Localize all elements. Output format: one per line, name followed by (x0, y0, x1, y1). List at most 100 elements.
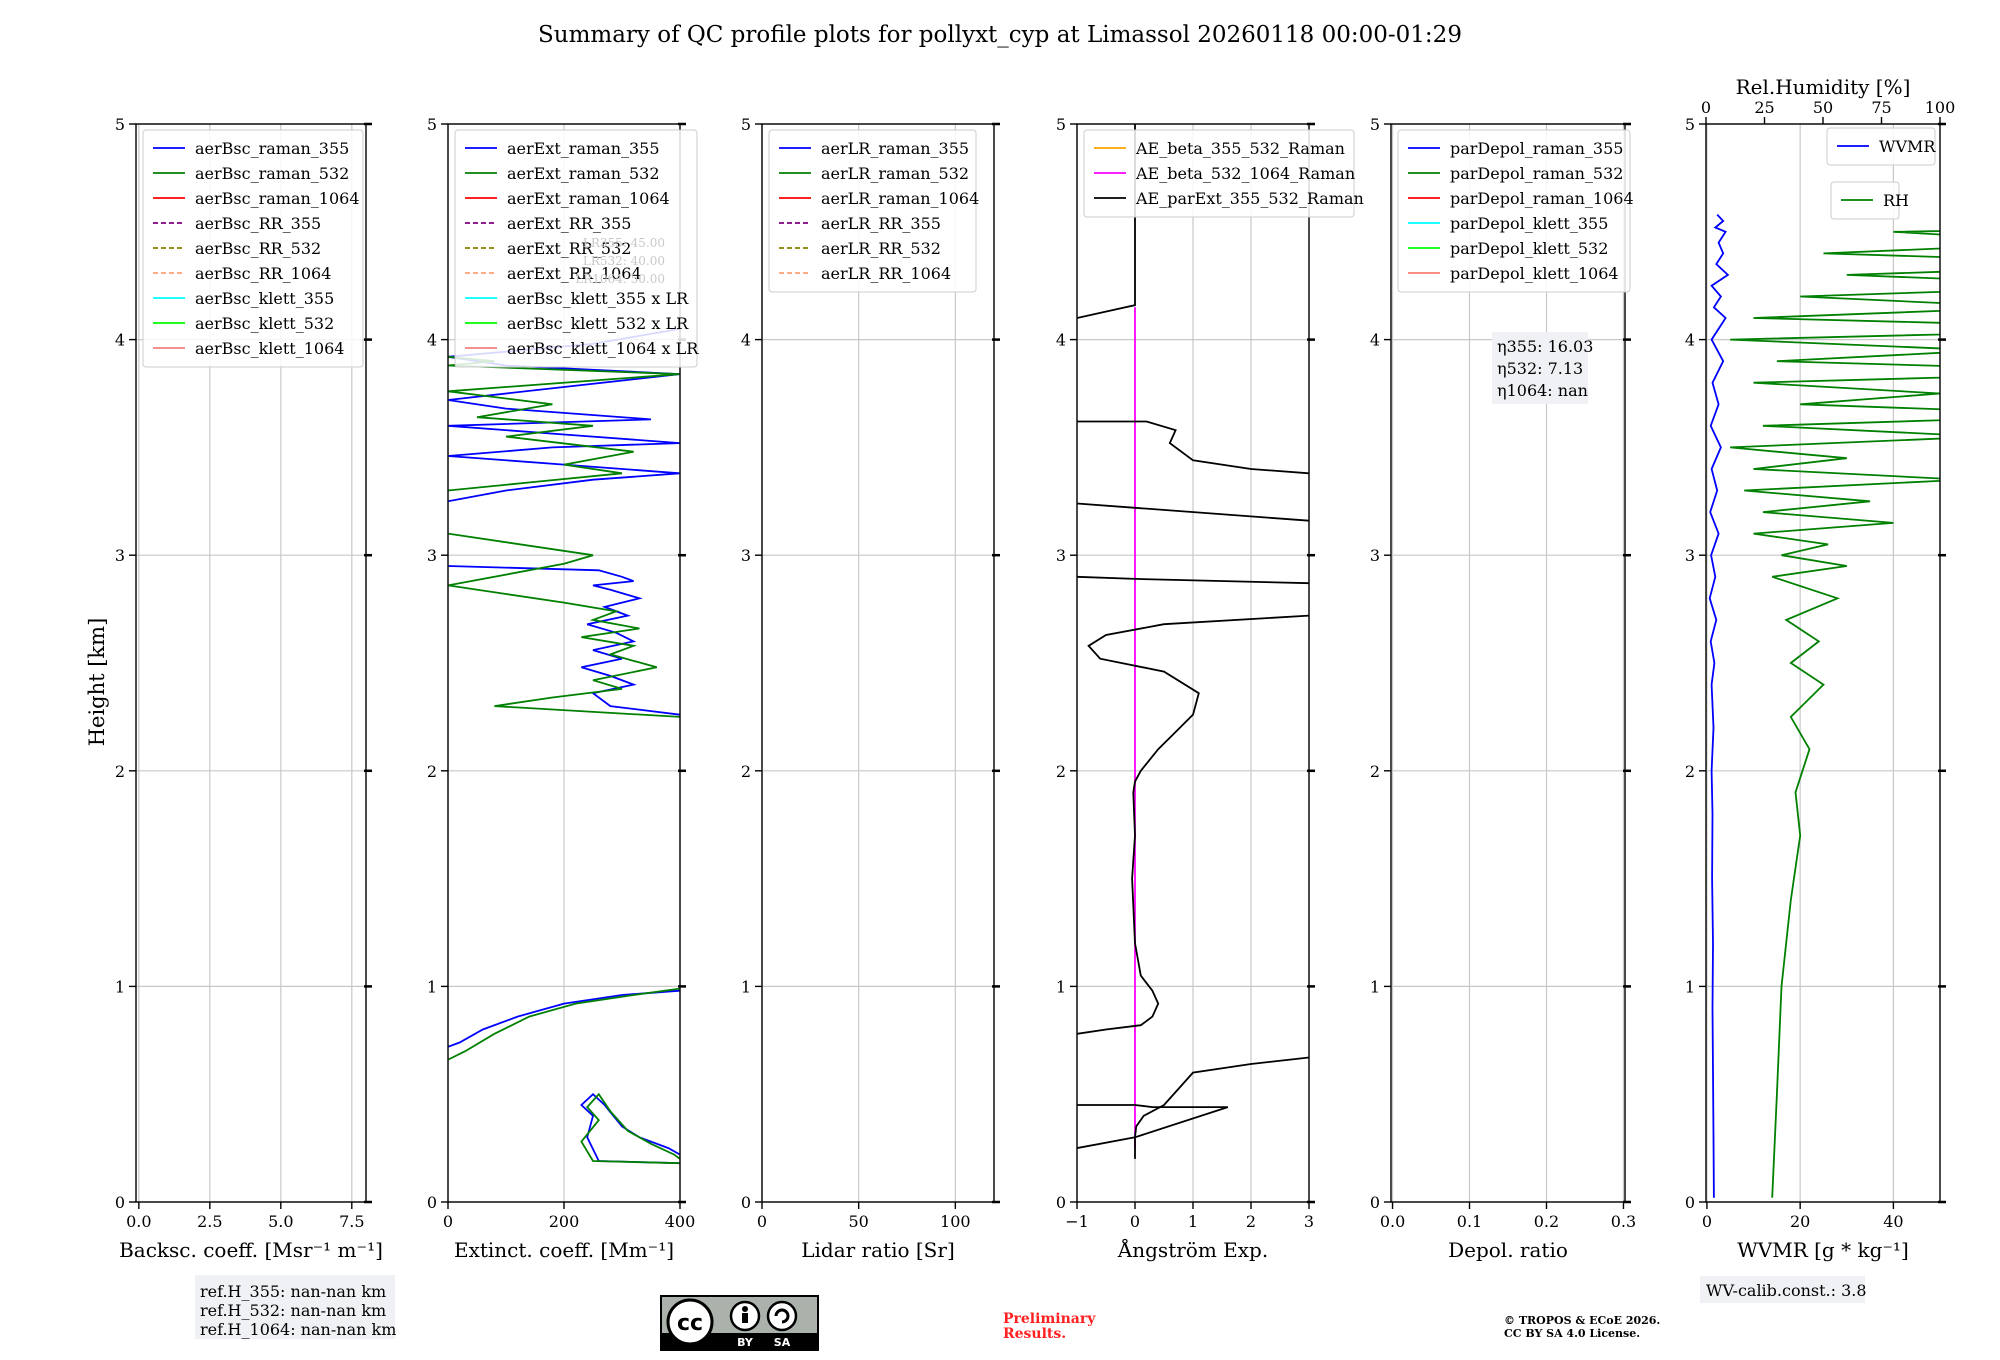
copyright-line-1: © TROPOS & ECoE 2026. (1504, 1314, 1660, 1327)
copyright-line-2: CC BY SA 4.0 License. (1504, 1327, 1640, 1340)
sa-label: SA (774, 1336, 791, 1349)
legend-label-bsc-0: aerBsc_raman_355 (195, 139, 349, 158)
xtick-label-ae-2: 1 (1188, 1212, 1198, 1231)
legend-label-ext-3: aerExt_RR_355 (507, 214, 631, 233)
series-line-aerext-raman-355-c-4 (448, 565, 680, 716)
ref-height-355: ref.H_355: nan-nan km (200, 1282, 386, 1301)
series-line-ae-parext-355-532-raman-d-4 (1077, 575, 1309, 585)
legend-label-ext-6: aerBsc_klett_355 x LR (507, 289, 689, 308)
ytick-label-lr-0: 0 (741, 1193, 751, 1212)
axes-frame-wv (1705, 123, 1941, 1203)
xtick-label-depol-2: 0.2 (1534, 1212, 1559, 1231)
legend-box-ae (1083, 129, 1355, 218)
cc-icon-text: cc (677, 1311, 703, 1336)
legend-label-depol-1: parDepol_raman_532 (1450, 164, 1623, 183)
ytick-label-wv-1: 1 (1685, 977, 1695, 996)
ytick-label-depol-2: 2 (1370, 762, 1380, 781)
legend-label-ae-1: AE_beta_532_1064_Raman (1135, 164, 1355, 183)
by-person-body (742, 1313, 748, 1323)
legend-label-ae-0: AE_beta_355_532_Raman (1135, 139, 1345, 158)
ytick-label-ext-2: 2 (427, 762, 437, 781)
legend-bsc: aerBsc_raman_355 aerBsc_raman_532 aerBsc_r… (142, 129, 364, 368)
xlabel-ext: Extinct. coeff. [Mm⁻¹] (454, 1238, 674, 1262)
legend-box-bsc (142, 129, 364, 368)
ytick-label-bsc-3: 3 (115, 546, 125, 565)
ytick-label-bsc-4: 4 (115, 331, 125, 350)
xtick-label-bsc-0: 0.0 (126, 1212, 151, 1231)
xlabel-ae: Ångström Exp. (1117, 1237, 1268, 1262)
top-xtick-label-0: 0 (1701, 98, 1711, 117)
series-line-aerext-raman-355-0 (580, 1092, 680, 1165)
legend-label-depol-2: parDepol_raman_1064 (1450, 189, 1634, 208)
xlabel-bsc: Backsc. coeff. [Msr⁻¹ m⁻¹] (119, 1238, 383, 1262)
ytick-label-ae-5: 5 (1056, 115, 1066, 134)
series-line-ae-parext-355-532-raman-f-6 (1077, 420, 1309, 475)
series-line-rh-1 (1730, 220, 1940, 1198)
ytick-label-ae-4: 4 (1056, 331, 1066, 350)
xtick-label-wv-1: 20 (1790, 1212, 1810, 1231)
ref-height-box: ref.H_355: nan-nan km ref.H_532: nan-nan… (195, 1275, 396, 1339)
xtick-label-ext-1: 200 (549, 1212, 580, 1231)
series-line-wvmr-0 (1708, 213, 1730, 1198)
series-line-aerext-raman-355-b-2 (448, 989, 680, 1048)
legend-label-bsc-8: aerBsc_klett_1064 (195, 339, 344, 358)
legend-label-depol-5: parDepol_klett_1064 (1450, 264, 1619, 283)
xtick-label-depol-3: 0.3 (1611, 1212, 1636, 1231)
xlabel-wv: WVMR [g * kg⁻¹] (1737, 1238, 1909, 1262)
legend-box-lr (768, 129, 977, 293)
ref-height-1064: ref.H_1064: nan-nan km (200, 1320, 396, 1339)
legend-label-ext-1: aerExt_raman_532 (507, 164, 660, 183)
legend-label-lr-3: aerLR_RR_355 (821, 214, 941, 233)
series-line-ae-parext-355-532-raman-e-5 (1077, 502, 1309, 522)
ytick-label-depol-1: 1 (1370, 977, 1380, 996)
ytick-label-ae-2: 2 (1056, 762, 1066, 781)
legend-wv-rh: RH (1830, 181, 1909, 220)
legend-label-depol-0: parDepol_raman_355 (1450, 139, 1623, 158)
legend-label-ae-2: AE_parExt_355_532_Raman (1135, 189, 1364, 208)
series-line-aerext-raman-532-c-5 (448, 532, 680, 718)
legend-lr: aerLR_raman_355 aerLR_raman_532 aerLR_rama… (768, 129, 979, 293)
legend-label-ext-7: aerBsc_klett_532 x LR (507, 314, 689, 333)
panel-ext: 0 1 2 3 4 5 0 200 400 Extinct. coeff. [Mm⁻¹] aerEx… (427, 115, 699, 1262)
legend-label-ext-0: aerExt_raman_355 (507, 139, 660, 158)
legend-wv: WVMR (1826, 127, 1936, 166)
xlabel-depol: Depol. ratio (1448, 1238, 1568, 1262)
by-person-head (742, 1306, 748, 1312)
ytick-label-ext-1: 1 (427, 977, 437, 996)
ytick-label-depol-4: 4 (1370, 331, 1380, 350)
ytick-label-ext-5: 5 (427, 115, 437, 134)
ytick-label-wv-0: 0 (1685, 1193, 1695, 1212)
xtick-label-bsc-3: 7.5 (339, 1212, 364, 1231)
legend-label-depol-3: parDepol_klett_355 (1450, 214, 1608, 233)
cc-license-badge: cc BY SA (660, 1295, 819, 1351)
xtick-label-wv-0: 0 (1702, 1212, 1712, 1231)
legend-box-depol (1397, 129, 1631, 293)
panel-bsc: 0 1 2 3 4 5 0.0 2.5 5.0 7.5 Backsc. coeff. [Msr⁻¹ … (115, 115, 383, 1262)
legend-ae: AE_beta_355_532_Raman AE_beta_532_1064_Ra… (1083, 129, 1364, 218)
legend-label-wv-0: WVMR (1879, 137, 1936, 156)
legend-box-ext (454, 129, 698, 368)
legend-ext: aerExt_raman_355 aerExt_raman_532 aerExt_r… (454, 129, 699, 368)
ytick-label-depol-3: 3 (1370, 546, 1380, 565)
ytick-label-ae-1: 1 (1056, 977, 1066, 996)
top-xlabel-wv: Rel.Humidity [%] (1736, 75, 1911, 99)
legend-label-bsc-5: aerBsc_RR_1064 (195, 264, 331, 283)
cc-icon (666, 1298, 714, 1346)
ytick-label-ext-3: 3 (427, 546, 437, 565)
eta-line-2: η1064: nan (1497, 381, 1588, 400)
ytick-label-lr-5: 5 (741, 115, 751, 134)
wv-calib-box: WV-calib.const.: 3.8 (1700, 1276, 1867, 1303)
by-label: BY (737, 1336, 754, 1349)
legend-label-lr-5: aerLR_RR_1064 (821, 264, 951, 283)
series-group-wv (1708, 213, 1940, 1198)
ref-height-532: ref.H_532: nan-nan km (200, 1301, 386, 1320)
ytick-label-lr-2: 2 (741, 762, 751, 781)
eta-box-bg (1492, 332, 1588, 404)
legend-label-wv-rh-0: RH (1883, 191, 1909, 210)
ytick-label-bsc-0: 0 (115, 1193, 125, 1212)
panel-depol: 0 1 2 3 4 5 0.0 0.1 0.2 0.3 Depol. ratio parDepol_r… (1370, 115, 1636, 1262)
legend-label-ext-4: aerExt_RR_532 (507, 239, 631, 258)
top-xtick-label-3: 75 (1871, 98, 1891, 117)
